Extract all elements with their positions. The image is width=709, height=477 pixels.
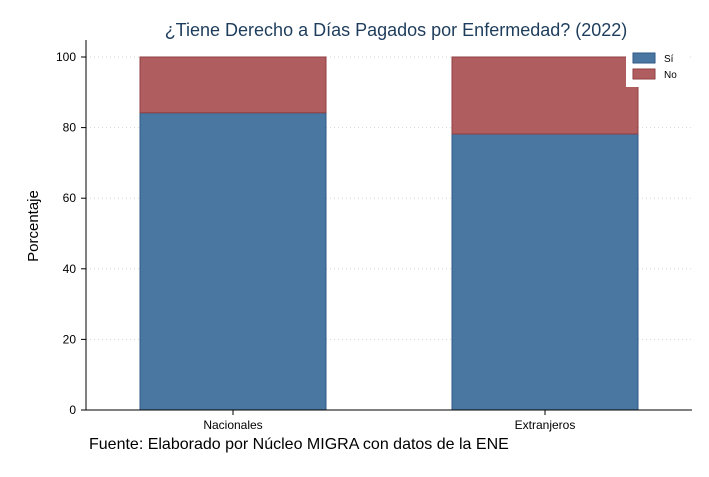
bars <box>139 56 639 411</box>
legend-label-no: No <box>664 70 677 81</box>
y-tick-label: 0 <box>69 403 76 417</box>
y-tick-label: 20 <box>63 332 77 346</box>
bar-no-nacionales <box>139 56 327 114</box>
x-tick-label: Extranjeros <box>515 418 576 432</box>
y-tick-label: 100 <box>56 50 76 64</box>
tick-labels: 0 20 40 60 80 100 Nacionales Extranjeros <box>56 50 575 432</box>
legend-swatch-si <box>632 52 656 64</box>
axes <box>81 40 692 415</box>
chart-title: ¿Tiene Derecho a Días Pagados por Enferm… <box>165 20 628 40</box>
bar-no-extranjeros <box>451 56 639 135</box>
y-axis-label: Porcentaje <box>25 190 42 262</box>
y-tick-label: 40 <box>63 262 77 276</box>
source-note: Fuente: Elaborado por Núcleo MIGRA con d… <box>89 436 509 453</box>
legend-swatch-no <box>632 68 656 80</box>
x-tick-label: Nacionales <box>203 418 262 432</box>
bar-si-extranjeros <box>451 133 639 411</box>
legend-label-si: Sí <box>664 54 674 65</box>
y-tick-label: 80 <box>63 121 77 135</box>
legend: Sí No <box>626 47 690 87</box>
y-tick-label: 60 <box>63 191 77 205</box>
bar-si-nacionales <box>139 112 327 411</box>
